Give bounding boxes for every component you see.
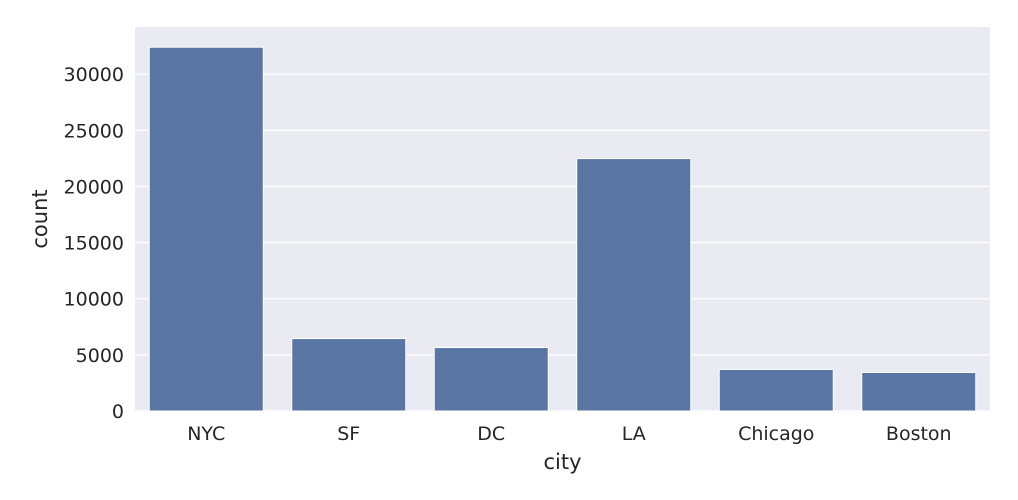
y-tick-label: 20000 bbox=[64, 176, 124, 198]
x-tick-label: LA bbox=[622, 423, 646, 445]
y-tick-label: 30000 bbox=[64, 64, 124, 86]
y-tick-label: 0 bbox=[112, 401, 124, 423]
y-tick-label: 5000 bbox=[76, 345, 124, 367]
bar-chicago bbox=[718, 368, 834, 412]
bar-nyc bbox=[148, 46, 264, 412]
bar-boston bbox=[861, 371, 977, 412]
bar-sf bbox=[291, 338, 407, 412]
x-axis-label: city bbox=[543, 450, 581, 474]
x-tick-labels: NYC SF DC LA Chicago Boston bbox=[187, 423, 951, 445]
x-tick-label: SF bbox=[337, 423, 360, 445]
bar-la bbox=[576, 158, 692, 412]
y-axis-label: count bbox=[28, 189, 52, 248]
bars bbox=[148, 46, 977, 412]
x-tick-label: Boston bbox=[886, 423, 952, 445]
y-tick-label: 15000 bbox=[64, 233, 124, 255]
x-tick-label: DC bbox=[477, 423, 505, 445]
y-tick-label: 25000 bbox=[64, 120, 124, 142]
plot-background bbox=[135, 27, 990, 411]
y-tick-labels: 0 5000 10000 15000 20000 25000 30000 bbox=[64, 64, 124, 423]
y-tick-label: 10000 bbox=[64, 289, 124, 311]
x-tick-label: NYC bbox=[187, 423, 225, 445]
x-tick-label: Chicago bbox=[738, 423, 814, 445]
grid-lines bbox=[135, 73, 990, 412]
bar-dc bbox=[433, 347, 549, 412]
